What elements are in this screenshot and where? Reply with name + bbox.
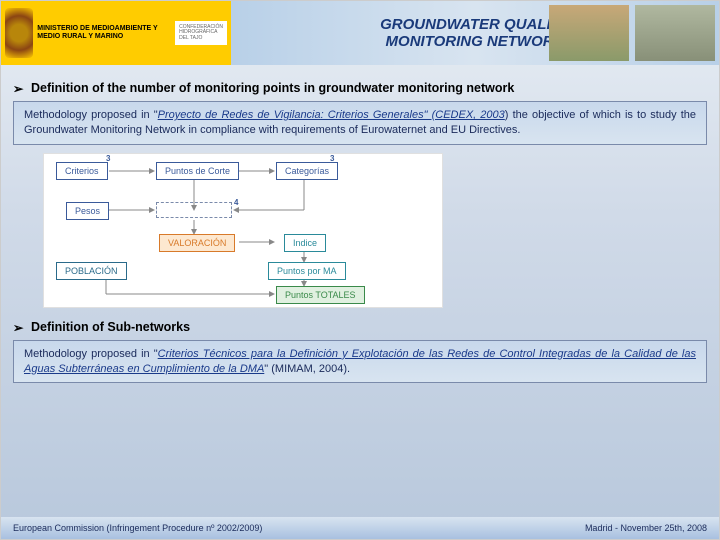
flow-diagram: Criterios Puntos de Corte Categorías Pes… [43, 153, 443, 308]
header-photo-1 [549, 5, 629, 61]
crest-icon [5, 8, 33, 58]
node-pesos: Pesos [66, 202, 109, 220]
para1-prefix: Methodology proposed in " [24, 109, 158, 121]
para1-project: Proyecto de Redes de Vigilancia: Criteri… [158, 109, 505, 121]
section1-heading: Definition of the number of monitoring p… [31, 81, 707, 95]
para2-suffix: " (MIMAM, 2004). [264, 363, 350, 375]
title-line2: MONITORING NETWORK [386, 33, 565, 50]
node-criterios: Criterios [56, 162, 108, 180]
node-indice: Indice [284, 234, 326, 252]
badge-3b: 3 [330, 154, 334, 163]
header: MINISTERIO DE MEDIOAMBIENTE Y MEDIO RURA… [1, 1, 719, 65]
footer-right: Madrid - November 25th, 2008 [585, 523, 707, 533]
section1-para: Methodology proposed in "Proyecto de Red… [13, 101, 707, 145]
logo-box: MINISTERIO DE MEDIOAMBIENTE Y MEDIO RURA… [1, 1, 231, 65]
node-valoracion: VALORACIÓN [159, 234, 235, 252]
node-poblacion: POBLACIÓN [56, 262, 127, 280]
node-puntos-ma: Puntos por MA [268, 262, 346, 280]
ministry-label: MINISTERIO DE MEDIOAMBIENTE Y MEDIO RURA… [37, 25, 171, 42]
node-categorias: Categorías [276, 162, 338, 180]
node-puntos-totales: Puntos TOTALES [276, 286, 365, 304]
footer-left: European Commission (Infringement Proced… [13, 523, 262, 533]
badge-3a: 3 [106, 154, 110, 163]
header-photo-2 [635, 5, 715, 61]
content: Definition of the number of monitoring p… [1, 65, 719, 391]
agency-label: CONFEDERACIÓN HIDROGRÁFICA DEL TAJO [175, 21, 227, 46]
para2-prefix: Methodology proposed in " [24, 348, 158, 360]
section2-para: Methodology proposed in "Criterios Técni… [13, 340, 707, 384]
dashed-box [156, 202, 232, 218]
badge-4: 4 [234, 198, 238, 207]
title-box: GROUNDWATER QUALITY MONITORING NETWORK [231, 1, 719, 65]
footer: European Commission (Infringement Proced… [1, 517, 719, 539]
title-line1: GROUNDWATER QUALITY [380, 16, 570, 33]
section2-heading: Definition of Sub-networks [31, 320, 707, 334]
node-puntos-corte: Puntos de Corte [156, 162, 239, 180]
